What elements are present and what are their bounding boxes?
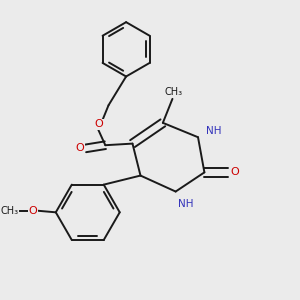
Text: O: O [94,119,103,129]
Text: CH₃: CH₃ [165,87,183,97]
Text: CH₃: CH₃ [0,206,19,216]
Text: O: O [28,206,37,216]
Text: NH: NH [178,199,194,209]
Text: NH: NH [206,127,221,136]
Text: O: O [230,167,239,177]
Text: O: O [75,143,84,153]
